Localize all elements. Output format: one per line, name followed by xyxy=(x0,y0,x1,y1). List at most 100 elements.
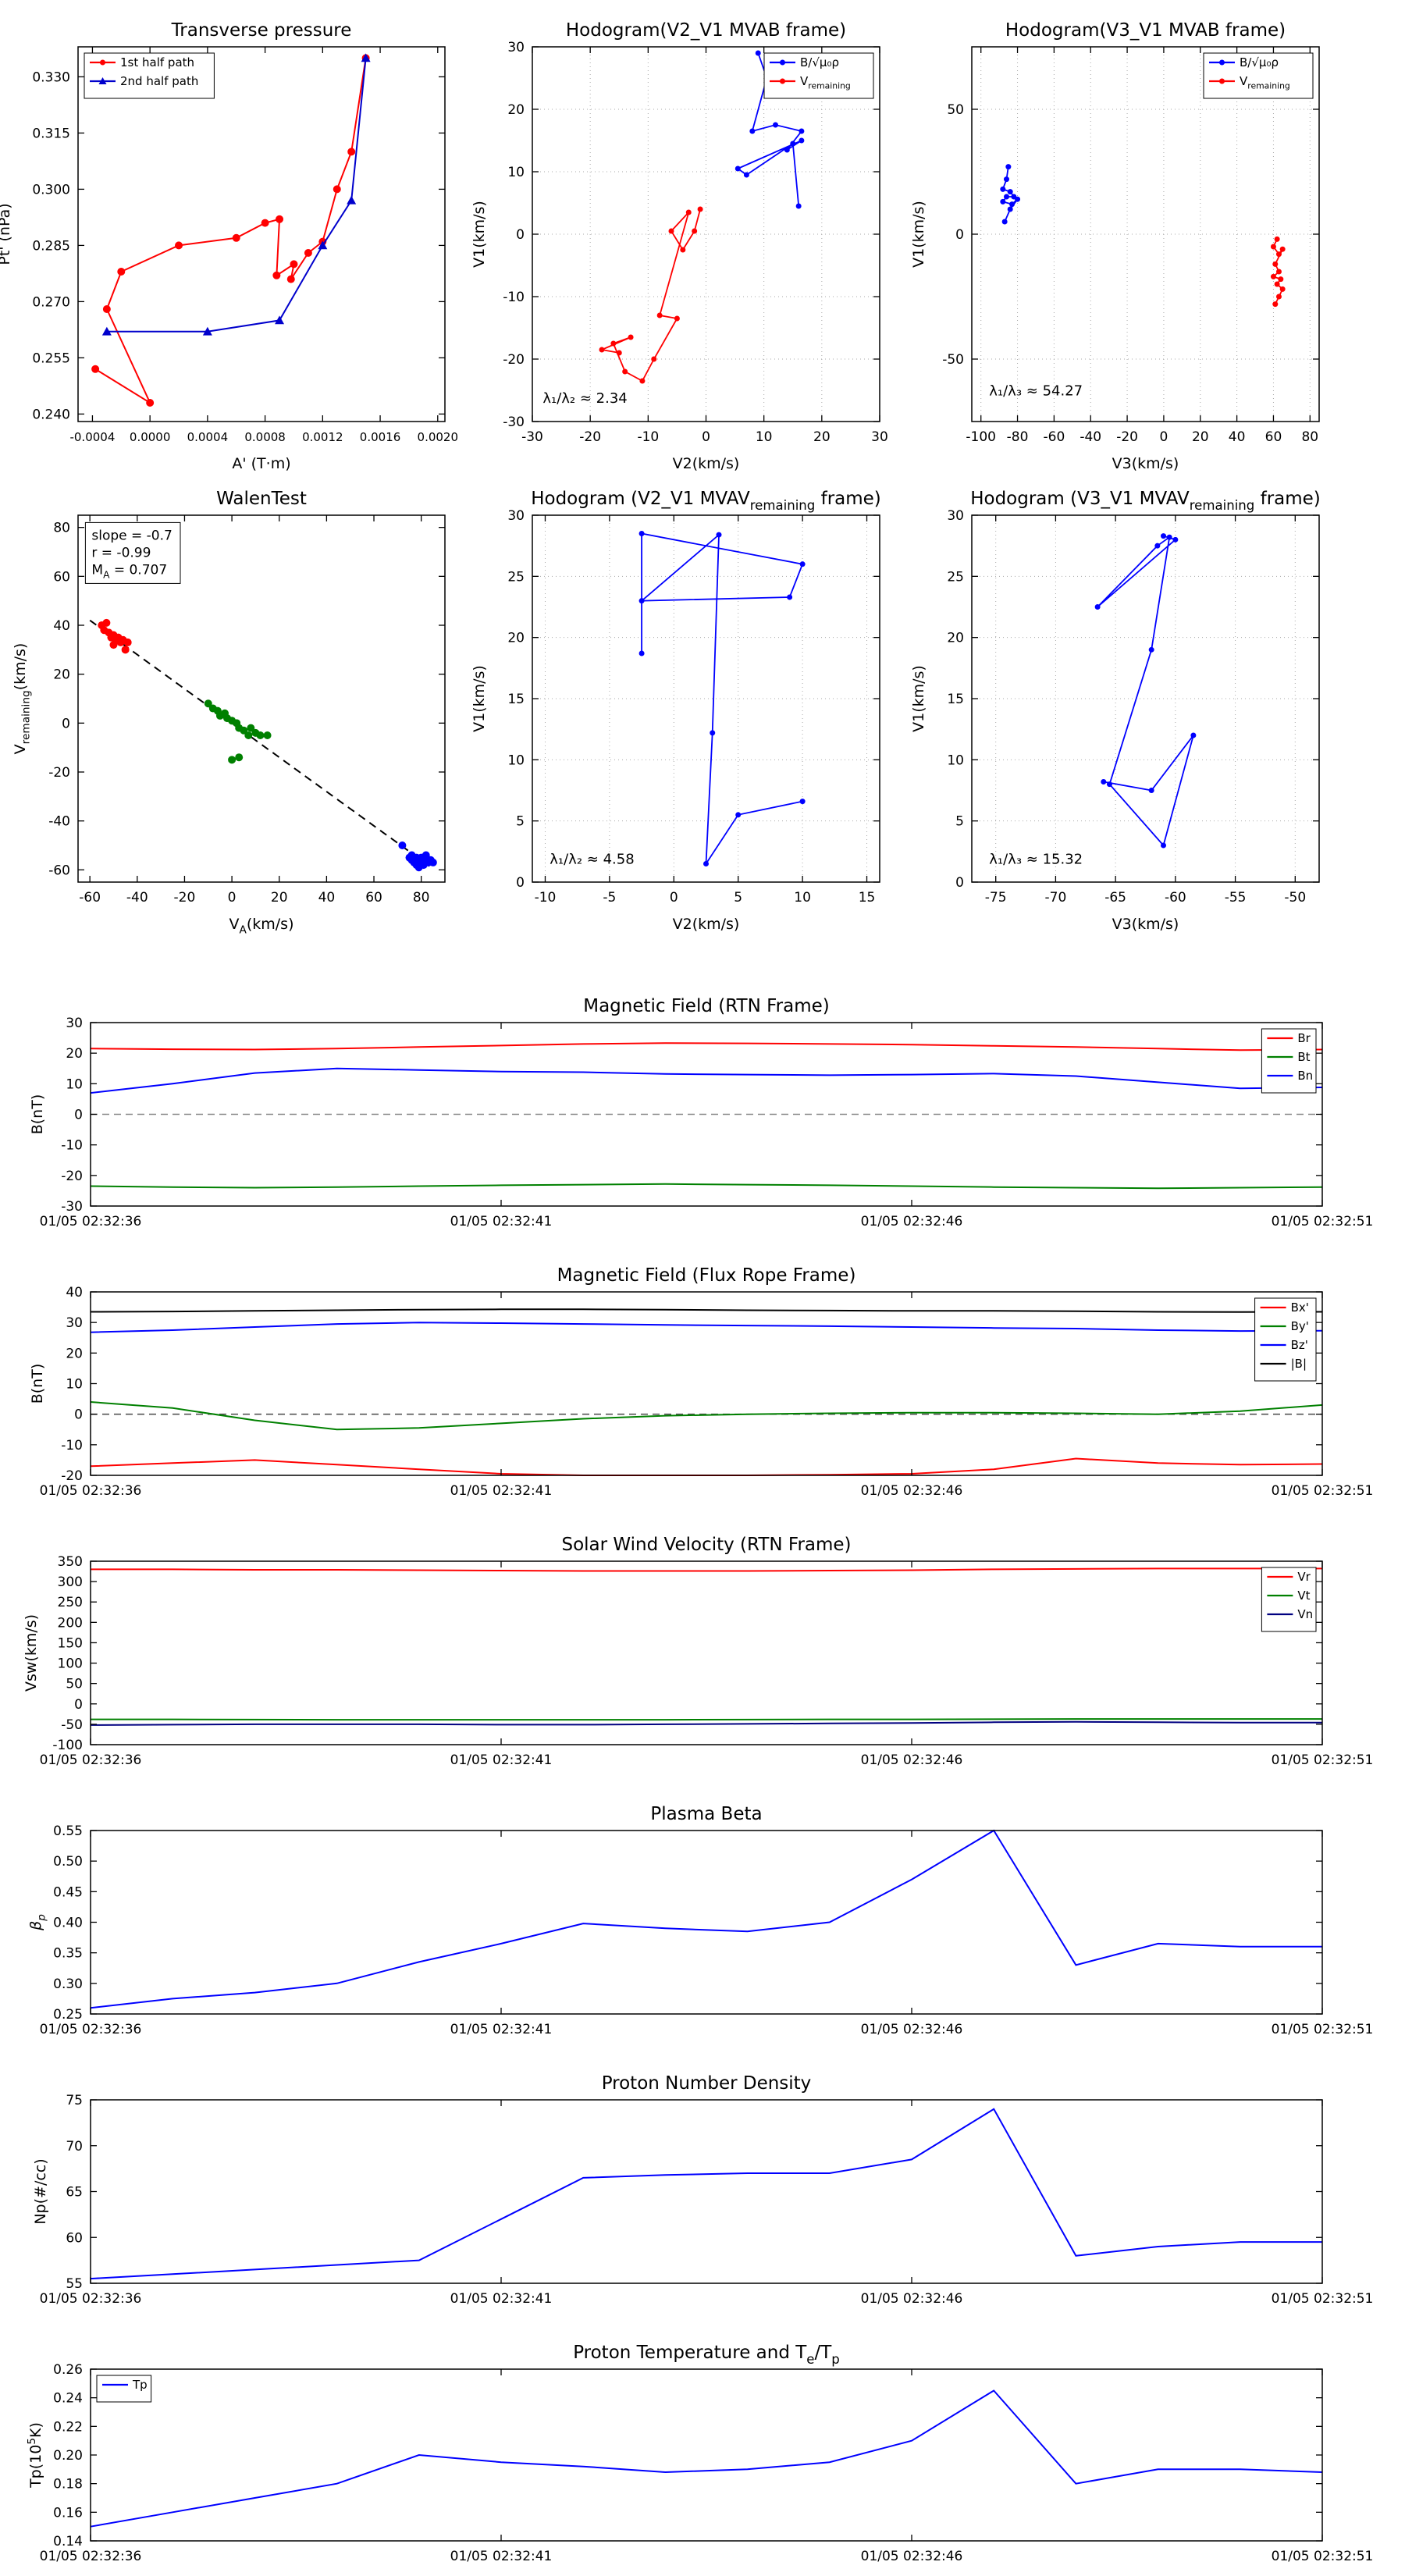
marker-dot xyxy=(1005,164,1012,170)
chart-title: Solar Wind Velocity (RTN Frame) xyxy=(561,1535,851,1555)
marker-dot xyxy=(610,340,617,347)
y-tick-label: 0.25 xyxy=(53,2007,83,2023)
y-tick-label: 0.315 xyxy=(32,126,70,141)
axes-frame xyxy=(90,2368,1323,2542)
marker-dot xyxy=(599,347,605,353)
panel-hodogram-v2v1-mvab: -30 -20 -10 0 10 20 30 -30 -20 -10 0 10 20 30 Hodogram… xyxy=(471,20,888,472)
marker-dot xyxy=(1007,206,1013,212)
marker-dot xyxy=(429,858,437,866)
legend-label: Vremaining xyxy=(1240,74,1290,91)
y-axis-label: Tp(105K) xyxy=(26,2422,44,2489)
annotation-line: MA = 0.707 xyxy=(91,562,167,580)
marker-triangle xyxy=(361,53,371,62)
panel-solar-wind-velocity: 01/05 02:32:36 01/05 02:32:41 01/05 02:32:… xyxy=(23,1535,1373,1768)
marker-dot xyxy=(1001,219,1008,225)
marker-dot xyxy=(743,172,749,178)
marker-dot xyxy=(1000,198,1006,205)
marker-dot xyxy=(784,147,790,153)
marker-dot xyxy=(1004,194,1009,200)
x-tick-label: 60 xyxy=(1265,429,1282,445)
marker-dot xyxy=(204,699,212,708)
y-tick-label: 0 xyxy=(516,875,525,891)
y-tick-label: 300 xyxy=(58,1574,83,1590)
axes-frame xyxy=(532,514,880,883)
y-tick-label: 30 xyxy=(947,508,964,524)
y-axis-label: βp xyxy=(27,1914,48,1931)
series-Bz xyxy=(90,1322,1323,1333)
x-tick-label: -5 xyxy=(603,890,616,906)
marker-dot xyxy=(235,753,244,762)
series-Bx xyxy=(90,1457,1323,1476)
marker-dot xyxy=(1148,646,1154,653)
x-tick-label: -60 xyxy=(1044,429,1065,445)
y-tick-label: 0.255 xyxy=(32,350,70,366)
panel-hodogram-v2v1-mvav: -10 -5 0 5 10 15 0 5 10 15 20 25 30 Hodogram (V2_V1 M… xyxy=(471,489,881,933)
marker-dot xyxy=(1270,244,1276,250)
annotation-box xyxy=(84,521,181,584)
axes-frame xyxy=(971,514,1320,883)
chart-title: Plasma Beta xyxy=(650,1804,762,1824)
chart-title: Proton Number Density xyxy=(602,2073,812,2094)
legend-label: 1st half path xyxy=(120,55,194,69)
marker-dot xyxy=(651,356,657,362)
x-axis-label: A' (T·m) xyxy=(232,455,290,472)
marker-dot xyxy=(638,598,645,604)
legend-label: Bx' xyxy=(1291,1300,1309,1315)
y-tick-label: 30 xyxy=(66,1016,83,1031)
x-tick-label: 20 xyxy=(1192,429,1209,445)
x-axis-label: V2(km/s) xyxy=(673,455,740,472)
series-Bn xyxy=(90,1067,1323,1094)
axes-frame xyxy=(971,46,1320,422)
axes-frame xyxy=(77,514,446,883)
x-tick-label: 0 xyxy=(1160,429,1168,445)
axes-frame xyxy=(90,1560,1323,1745)
panel-transverse-pressure: -0.0004 0.0000 0.0004 0.0008 0.0012 0.0016 0.0… xyxy=(0,20,458,472)
marker-dot xyxy=(773,122,778,128)
legend-label: By' xyxy=(1291,1319,1309,1333)
panel-walen-test: -60 -40 -20 0 20 40 60 80 -60 -40 -20 0 20 40 60 80 Wale… xyxy=(12,489,446,937)
marker-dot xyxy=(1015,196,1021,202)
marker-dot xyxy=(790,141,796,147)
y-axis-label: Pt' (nPa) xyxy=(0,203,13,265)
marker-dot xyxy=(749,128,756,134)
x-tick-label: 01/05 02:32:36 xyxy=(40,2022,142,2037)
marker-dot xyxy=(787,594,793,600)
legend-label: Vn xyxy=(1297,1607,1313,1621)
series-Br xyxy=(90,1042,1323,1051)
y-tick-label: -40 xyxy=(48,814,70,830)
marker-dot xyxy=(1161,533,1167,539)
x-axis-label: V3(km/s) xyxy=(1112,916,1179,933)
x-tick-label: -100 xyxy=(966,429,996,445)
y-tick-label: 0.55 xyxy=(53,1823,83,1839)
y-tick-label: 0.40 xyxy=(53,1916,83,1931)
series-Vn xyxy=(90,1720,1322,1726)
y-tick-label: 0 xyxy=(74,1407,83,1423)
annotation-line: r = -0.99 xyxy=(91,545,151,560)
series-fit-line xyxy=(89,619,434,870)
y-tick-label: 40 xyxy=(53,618,70,634)
marker-dot xyxy=(247,724,255,732)
x-tick-label: -60 xyxy=(79,890,101,906)
marker-circle xyxy=(272,271,281,279)
y-axis-label: B(nT) xyxy=(29,1364,46,1404)
y-axis-label: V1(km/s) xyxy=(471,201,488,268)
y-tick-label: 20 xyxy=(947,631,964,646)
y-tick-label: 200 xyxy=(58,1615,83,1631)
marker-dot xyxy=(710,730,716,736)
series-Np xyxy=(90,2108,1322,2280)
y-tick-label: 0.20 xyxy=(53,2448,83,2464)
marker-dot xyxy=(616,350,622,356)
x-tick-label: 01/05 02:32:51 xyxy=(1272,1483,1374,1499)
y-tick-label: -20 xyxy=(61,1169,83,1184)
x-tick-label: -20 xyxy=(174,890,196,906)
series-Vr xyxy=(91,1567,1322,1572)
x-tick-label: 01/05 02:32:46 xyxy=(861,2291,963,2307)
legend-label: Br xyxy=(1297,1031,1311,1045)
x-tick-label: -75 xyxy=(985,890,1007,906)
legend-box xyxy=(96,2375,152,2403)
marker-circle xyxy=(304,249,312,257)
y-tick-label: 0.35 xyxy=(53,1946,83,1962)
x-axis-label: VA(km/s) xyxy=(229,916,294,937)
y-tick-label: 30 xyxy=(507,508,525,524)
